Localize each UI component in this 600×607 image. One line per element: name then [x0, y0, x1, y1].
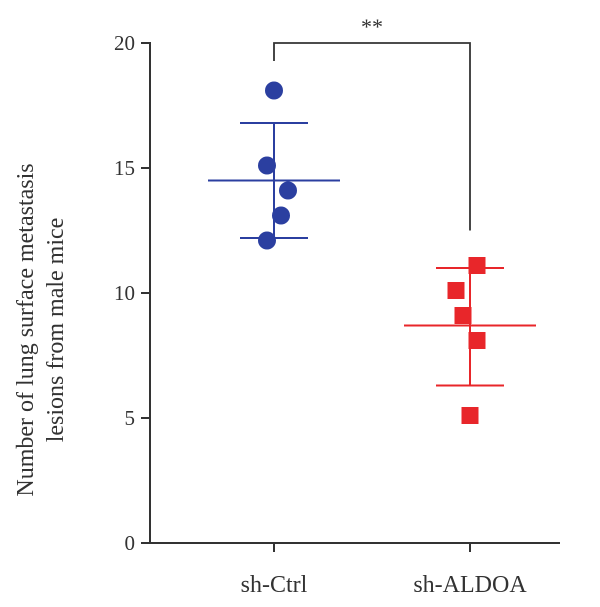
- y-tick-label-10: 10: [114, 281, 135, 305]
- labels: Number of lung surface metastasis lesion…: [13, 14, 527, 598]
- y-tick-label-20: 20: [114, 31, 135, 55]
- y-axis-title-line-2: lesions from male mice: [43, 218, 69, 443]
- y-tick-label-0: 0: [125, 531, 136, 555]
- significance-bracket-group: [273, 42, 471, 231]
- data-point-sh-ctrl-4: [272, 206, 290, 225]
- significance-label: **: [361, 14, 383, 39]
- y-axis-title-line-1: Number of lung surface metastasis: [13, 163, 39, 496]
- data-point-sh-aldoa-2: [447, 282, 465, 299]
- axes: [149, 42, 560, 552]
- data-point-sh-aldoa-1: [468, 257, 486, 274]
- data-point-sh-ctrl-5: [258, 231, 276, 250]
- data-point-sh-ctrl-1: [265, 81, 283, 100]
- data-points: [258, 81, 486, 424]
- data-point-sh-aldoa-3: [454, 307, 472, 324]
- error-bars: [208, 122, 536, 387]
- data-point-sh-ctrl-3: [279, 181, 297, 200]
- data-point-sh-aldoa-5: [461, 407, 479, 424]
- x-category-label-sh-aldoa: sh-ALDOA: [413, 572, 527, 598]
- data-point-sh-ctrl-2: [258, 156, 276, 175]
- y-ticks: 0 5 10 15 20: [114, 31, 150, 555]
- y-tick-label-5: 5: [125, 406, 136, 430]
- data-point-sh-aldoa-4: [468, 332, 486, 349]
- x-category-label-sh-ctrl: sh-Ctrl: [241, 572, 308, 598]
- y-tick-label-15: 15: [114, 156, 135, 180]
- significance-bracket: [273, 42, 471, 231]
